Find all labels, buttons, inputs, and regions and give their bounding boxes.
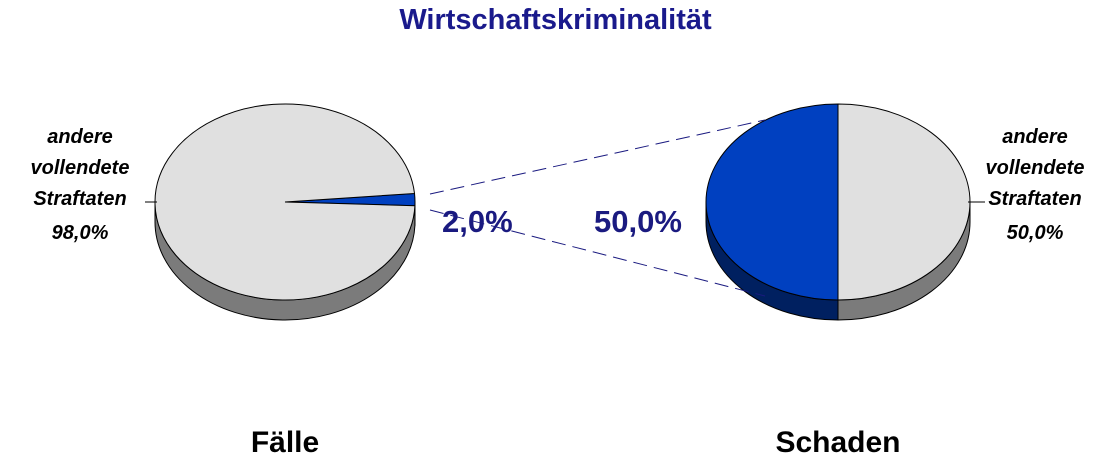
pie-slice [705,103,839,301]
connector [429,209,766,297]
pie-slice [154,103,416,301]
category-label: andere vollendete Straftaten [30,126,130,210]
value-label: 2,0% [442,204,513,239]
value-label: 50,0% [594,204,682,239]
connector [429,119,766,195]
value-label: 98,0% [51,222,109,244]
value-label: 50,0% [1006,222,1064,244]
chart-title: Wirtschaftskriminalität [399,4,712,36]
category-label: andere vollendete Straftaten [985,126,1085,210]
pie-title: Schaden [775,426,901,459]
pie-title: Fälle [250,426,320,459]
pies [154,103,971,321]
